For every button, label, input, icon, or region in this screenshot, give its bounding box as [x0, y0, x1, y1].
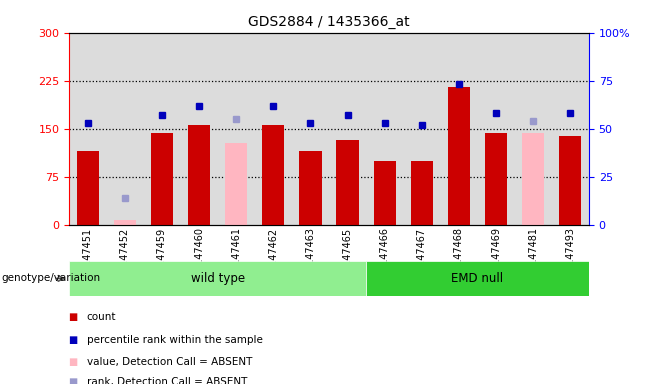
Bar	[515, 33, 552, 225]
Text: ■: ■	[68, 312, 77, 322]
Bar	[262, 126, 284, 225]
Bar	[299, 151, 322, 225]
Bar	[114, 220, 136, 225]
Bar	[329, 33, 366, 225]
Text: ■: ■	[68, 377, 77, 384]
Text: EMD null: EMD null	[451, 272, 503, 285]
Text: count: count	[87, 312, 116, 322]
Bar	[448, 87, 470, 225]
Bar	[478, 33, 515, 225]
Bar	[69, 261, 366, 296]
Text: ■: ■	[68, 357, 77, 367]
Bar	[292, 33, 329, 225]
Bar	[151, 133, 173, 225]
Bar	[225, 143, 247, 225]
Bar	[180, 33, 218, 225]
Title: GDS2884 / 1435366_at: GDS2884 / 1435366_at	[248, 15, 410, 29]
Text: percentile rank within the sample: percentile rank within the sample	[87, 335, 263, 345]
Bar	[411, 161, 433, 225]
Bar	[69, 33, 106, 225]
Bar	[218, 33, 255, 225]
Bar	[403, 33, 440, 225]
Bar	[374, 161, 396, 225]
Text: ■: ■	[68, 335, 77, 345]
Text: value, Detection Call = ABSENT: value, Detection Call = ABSENT	[87, 357, 252, 367]
Bar	[440, 33, 478, 225]
Bar	[336, 139, 359, 225]
Bar	[76, 151, 99, 225]
Bar	[485, 133, 507, 225]
Text: wild type: wild type	[191, 272, 245, 285]
Bar	[255, 33, 292, 225]
Text: rank, Detection Call = ABSENT: rank, Detection Call = ABSENT	[87, 377, 247, 384]
Bar	[188, 126, 210, 225]
Bar	[552, 33, 589, 225]
Bar	[366, 33, 403, 225]
Bar	[522, 133, 544, 225]
Text: genotype/variation: genotype/variation	[1, 273, 101, 283]
Bar	[106, 33, 143, 225]
Bar	[143, 33, 180, 225]
Bar	[366, 261, 589, 296]
Bar	[559, 136, 582, 225]
